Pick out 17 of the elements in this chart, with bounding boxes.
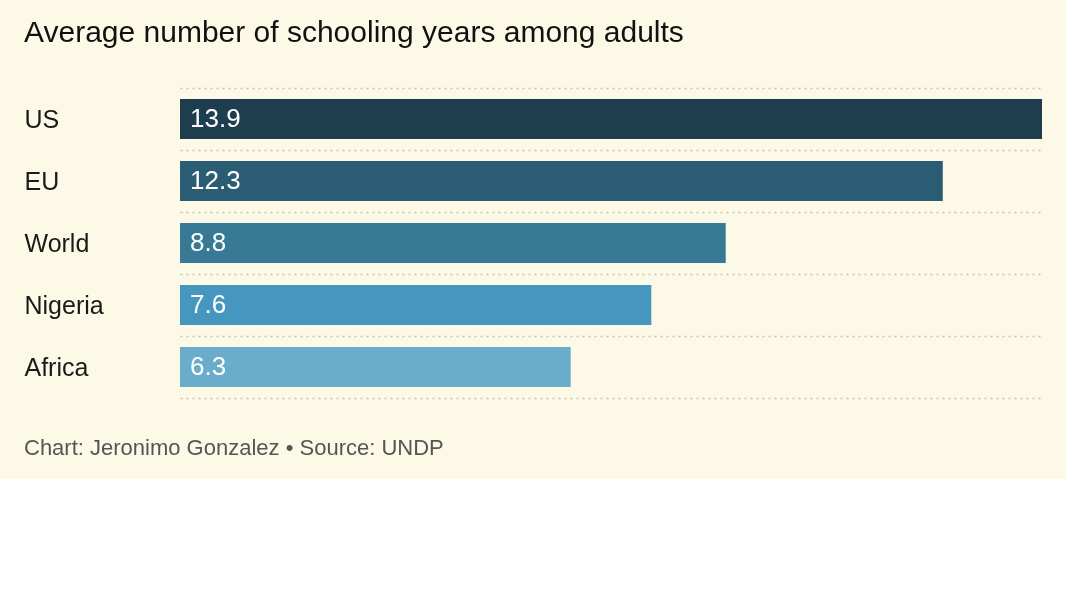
bar xyxy=(180,223,726,263)
data-label: 13.9 xyxy=(190,103,241,133)
data-label: 12.3 xyxy=(190,165,241,195)
data-label: 7.6 xyxy=(190,289,227,319)
bar xyxy=(180,99,1042,139)
bar xyxy=(180,161,943,201)
bar xyxy=(180,285,652,325)
y-tick-label: US xyxy=(24,104,60,133)
chart-title: Average number of schooling years among adults xyxy=(24,15,684,48)
y-tick-label: Nigeria xyxy=(24,290,104,319)
data-label: 8.8 xyxy=(190,227,227,257)
data-label: 6.3 xyxy=(190,351,227,381)
y-tick-label: Africa xyxy=(24,352,89,381)
y-tick-label: World xyxy=(24,228,90,257)
y-tick-label: EU xyxy=(24,166,60,195)
text: Chart: Jeronimo Gonzalez • Source: UNDP xyxy=(24,435,444,460)
bar xyxy=(180,347,571,387)
